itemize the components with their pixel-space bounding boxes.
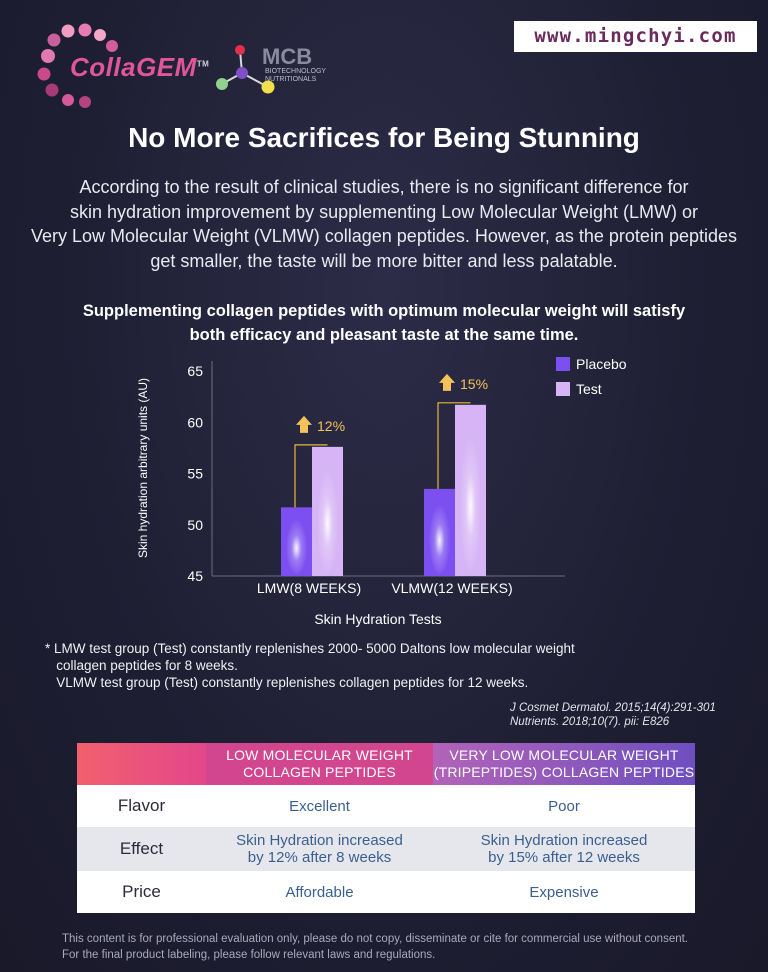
table-cell: Expensive <box>433 871 695 913</box>
collagem-dots-icon <box>37 23 118 108</box>
footnote-line: VLMW test group (Test) constantly replen… <box>45 675 529 690</box>
table-cell: Excellent <box>206 785 433 827</box>
intro-line: get smaller, the taste will be more bitt… <box>150 250 618 271</box>
footnote: * LMW test group (Test) constantly reple… <box>45 640 575 691</box>
table-corner <box>77 743 206 785</box>
highlight-line: both efficacy and pleasant taste at the … <box>189 326 579 344</box>
disclaimer: This content is for professional evaluat… <box>62 931 688 963</box>
highlight-line: Supplementing collagen peptides with opt… <box>82 302 686 320</box>
table-header-vlmw: VERY LOW MOLECULAR WEIGHT (TRIPEPTIDES) … <box>433 743 695 785</box>
y-tick-label: 65 <box>187 363 203 379</box>
x-tick-label: LMW(8 WEEKS) <box>257 580 361 596</box>
comparison-table: LOW MOLECULAR WEIGHT COLLAGEN PEPTIDES V… <box>77 743 695 913</box>
bar-glow <box>428 500 451 574</box>
disclaimer-line: This content is for professional evaluat… <box>62 933 689 945</box>
mcb-molecule-icon <box>216 45 275 94</box>
legend-label: Test <box>576 381 602 397</box>
legend-swatch <box>556 382 570 396</box>
bar-glow <box>316 463 339 573</box>
intro-line: According to the result of clinical stud… <box>79 177 689 197</box>
legend-label: Placebo <box>576 356 627 372</box>
table-row-label: Flavor <box>77 785 206 827</box>
legend-swatch <box>556 357 570 371</box>
up-arrow-icon <box>439 373 455 391</box>
intro-paragraph: According to the result of clinical stud… <box>10 175 758 273</box>
collagem-logo <box>37 23 118 108</box>
bar-glow <box>459 427 482 571</box>
references: J Cosmet Dermatol. 2015;14(4):291-301 Nu… <box>510 701 716 729</box>
increase-label: 12% <box>317 418 345 434</box>
table-cell: Affordable <box>206 871 433 913</box>
website-link[interactable]: www.mingchyi.com <box>534 25 737 47</box>
mcb-subtitle: BIOTECHNOLOGY NUTRITIONALS <box>265 68 326 83</box>
table-cell: Skin Hydration increased by 15% after 12… <box>433 827 695 871</box>
increase-label: 15% <box>460 376 488 392</box>
intro-line: skin hydration improvement by supplement… <box>70 201 698 222</box>
table-row-label: Price <box>77 871 206 913</box>
table-cell: Poor <box>433 785 695 827</box>
reference-item: Nutrients. 2018;10(7). pii: E826 <box>510 716 670 728</box>
increase-bracket <box>294 444 328 508</box>
footnote-line: * LMW test group (Test) constantly reple… <box>45 641 575 656</box>
disclaimer-line: For the final product labeling, please f… <box>62 949 436 961</box>
table-cell: Skin Hydration increased by 12% after 8 … <box>206 827 433 871</box>
increase-bracket <box>437 402 471 489</box>
collagem-wordmark: CollaGEMTM <box>70 52 210 82</box>
page-title: No More Sacrifices for Being Stunning <box>128 122 640 153</box>
y-tick-label: 60 <box>187 414 203 430</box>
y-tick-label: 50 <box>187 517 203 533</box>
mcb-wordmark: MCB <box>262 44 313 69</box>
website-banner <box>514 21 757 52</box>
y-tick-label: 55 <box>187 466 203 482</box>
intro-line: Very Low Molecular Weight (VLMW) collage… <box>30 226 738 246</box>
y-tick-label: 45 <box>187 568 203 584</box>
x-axis-label: Skin Hydration Tests <box>314 611 441 627</box>
table-row-label: Effect <box>77 827 206 871</box>
hydration-chart: 45 50 55 60 65 Skin hydration arbitrary units… <box>136 356 627 627</box>
bar-glow <box>285 516 308 574</box>
up-arrow-icon <box>296 415 312 433</box>
reference-item: J Cosmet Dermatol. 2015;14(4):291-301 <box>510 702 716 714</box>
table-header-lmw: LOW MOLECULAR WEIGHT COLLAGEN PEPTIDES <box>206 743 433 785</box>
x-tick-label: VLMW(12 WEEKS) <box>391 580 512 596</box>
highlight-statement: Supplementing collagen peptides with opt… <box>0 299 768 347</box>
y-axis-label: Skin hydration arbitrary units (AU) <box>136 378 150 558</box>
footnote-line: collagen peptides for 8 weeks. <box>45 658 238 673</box>
